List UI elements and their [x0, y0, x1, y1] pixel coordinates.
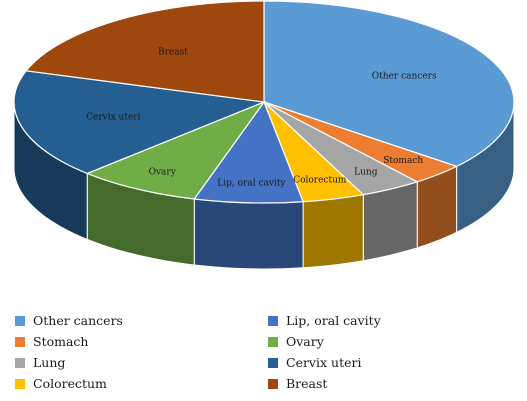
legend-label-breast: Breast [286, 376, 328, 391]
legend-swatch-cervix-uteri [268, 357, 278, 368]
legend-swatch-stomach [15, 336, 25, 347]
chart-legend: Other cancers Lip, oral cavity Stomach O… [10, 311, 520, 395]
legend-item-stomach: Stomach [10, 332, 253, 351]
slice-label-stomach: Stomach [383, 156, 423, 166]
pie-slice-ovary [85, 100, 266, 200]
legend-item-colorectum: Colorectum [10, 374, 253, 393]
slice-label-ovary: Ovary [149, 168, 177, 178]
legend-label-lung: Lung [33, 355, 66, 370]
pie-chart: Other cancers Stomach Lung Colorectum Lip, o… [13, 0, 515, 270]
pie-side-walls [13, 101, 515, 270]
legend-item-ovary: Ovary [263, 332, 506, 351]
pie-side-lip-oral-cavity [193, 198, 304, 270]
pie-slice-cervix-uteri [13, 70, 267, 175]
slice-label-lip-oral-cavity: Lip, oral cavity [217, 179, 286, 189]
pie-slice-lip-oral-cavity [193, 100, 304, 204]
legend-item-lung: Lung [10, 353, 253, 372]
legend-label-cervix-uteri: Cervix uteri [286, 355, 362, 370]
slice-label-cervix-uteri: Cervix uteri [86, 113, 140, 123]
pie-slice-labels: Other cancers Stomach Lung Colorectum Lip, o… [86, 47, 437, 188]
legend-item-other-cancers: Other cancers [10, 311, 253, 330]
legend-label-stomach: Stomach [33, 334, 89, 349]
slice-label-lung: Lung [354, 168, 378, 178]
slice-label-breast: Breast [158, 47, 188, 57]
legend-swatch-breast [268, 378, 278, 389]
legend-label-other-cancers: Other cancers [33, 313, 123, 328]
legend-item-cervix-uteri: Cervix uteri [263, 353, 506, 372]
pie-slice-other-cancers [263, 0, 515, 168]
legend-label-ovary: Ovary [286, 334, 324, 349]
slice-label-colorectum: Colorectum [293, 176, 347, 186]
pie-slice-breast [25, 0, 265, 103]
legend-swatch-lip-oral-cavity [268, 315, 278, 326]
legend-swatch-lung [15, 357, 25, 368]
legend-swatch-colorectum [15, 378, 25, 389]
legend-label-lip-oral-cavity: Lip, oral cavity [286, 313, 381, 328]
pie-side-colorectum [302, 194, 364, 269]
slice-label-other-cancers: Other cancers [372, 71, 437, 81]
legend-swatch-ovary [268, 336, 278, 347]
legend-swatch-other-cancers [15, 315, 25, 326]
legend-item-lip-oral-cavity: Lip, oral cavity [263, 311, 506, 330]
legend-item-breast: Breast [263, 374, 506, 393]
legend-label-colorectum: Colorectum [33, 376, 107, 391]
pie-top-faces [13, 0, 515, 204]
